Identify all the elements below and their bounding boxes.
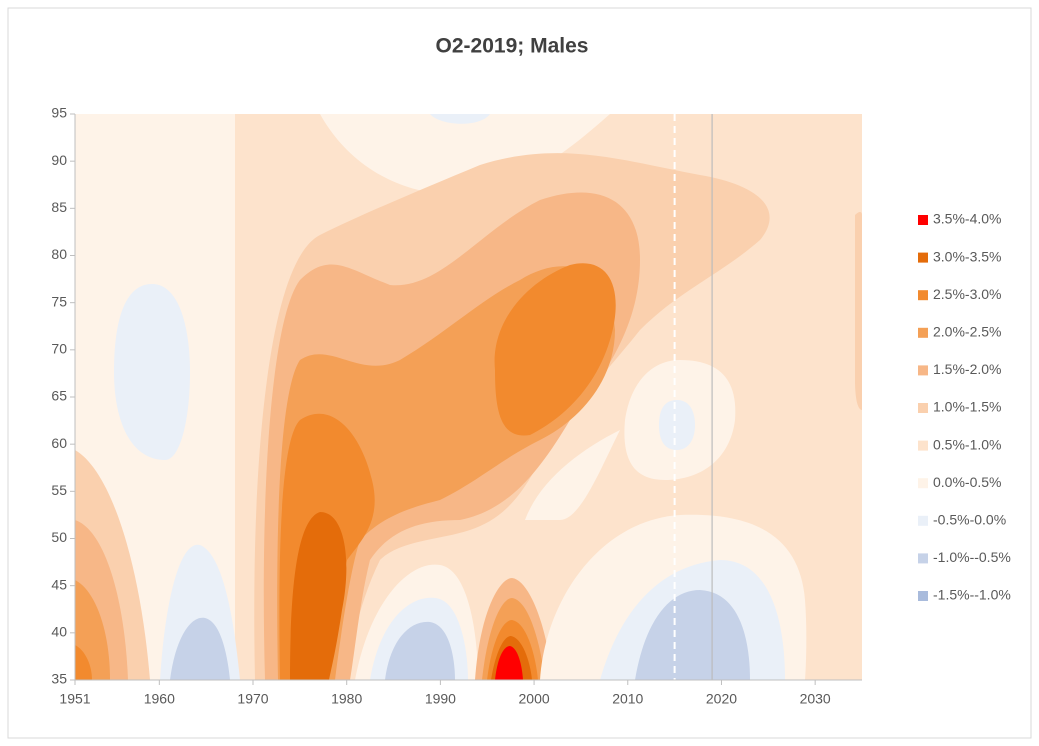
y-tick-label: 60 [51, 435, 67, 451]
y-tick-label: 90 [51, 152, 67, 168]
contour-region [430, 114, 490, 124]
x-tick-label: 2010 [612, 691, 643, 707]
legend-swatch [918, 252, 928, 263]
x-tick-label: 1990 [425, 691, 456, 707]
legend-label: 3.0%-3.5% [933, 248, 1001, 264]
legend-label: 2.5%-3.0% [933, 286, 1001, 302]
y-tick-label: 85 [51, 199, 67, 215]
legend-swatch [918, 365, 928, 376]
y-tick-label: 65 [51, 388, 67, 404]
contour-region [114, 284, 190, 460]
contour-region [290, 512, 347, 680]
x-tick-label: 1980 [331, 691, 362, 707]
x-tick-label: 2030 [800, 691, 831, 707]
contour-region [495, 646, 523, 680]
contour-region [494, 263, 616, 436]
y-tick-label: 80 [51, 246, 67, 262]
legend-label: 1.0%-1.5% [933, 399, 1001, 415]
legend-swatch [918, 215, 928, 225]
y-tick-label: 35 [51, 671, 67, 687]
x-tick-label: 2020 [706, 691, 737, 707]
x-tick-label: 1960 [144, 691, 175, 707]
legend-label: -1.0%--0.5% [933, 549, 1011, 565]
legend-label: 2.0%-2.5% [933, 324, 1001, 340]
contour-region [320, 114, 610, 195]
legend-swatch [918, 403, 928, 413]
contour-region [170, 617, 230, 680]
y-tick-label: 40 [51, 624, 67, 640]
legend-swatch [918, 515, 928, 526]
legend-swatch [918, 591, 928, 601]
contour-region [385, 621, 455, 680]
y-tick-label: 50 [51, 529, 67, 545]
legend-label: 1.5%-2.0% [933, 361, 1001, 377]
y-tick-label: 45 [51, 576, 67, 592]
contour-region [635, 590, 750, 680]
x-tick-label: 1951 [59, 691, 90, 707]
legend-swatch [918, 290, 928, 301]
y-tick-label: 75 [51, 293, 67, 309]
contour-region [75, 645, 92, 680]
x-tick-label: 1970 [237, 691, 268, 707]
legend-swatch [918, 478, 928, 489]
legend-swatch [918, 327, 928, 338]
legend-label: 0.5%-1.0% [933, 436, 1001, 452]
y-tick-label: 55 [51, 482, 67, 498]
x-tick-label: 2000 [519, 691, 550, 707]
y-tick-label: 70 [51, 341, 67, 357]
contour-region [855, 211, 862, 410]
chart-title: O2-2019; Males [436, 35, 589, 58]
legend-label: -1.5%--1.0% [933, 587, 1011, 603]
contour-region [525, 430, 620, 520]
legend-swatch [918, 440, 928, 451]
legend-label: 0.0%-0.5% [933, 474, 1001, 490]
contour-region [659, 400, 695, 450]
y-tick-label: 95 [51, 105, 67, 121]
legend-swatch [918, 553, 928, 564]
plot-area [75, 114, 862, 681]
legend-label: -0.5%-0.0% [933, 512, 1006, 528]
legend-label: 3.5%-4.0% [933, 211, 1001, 227]
